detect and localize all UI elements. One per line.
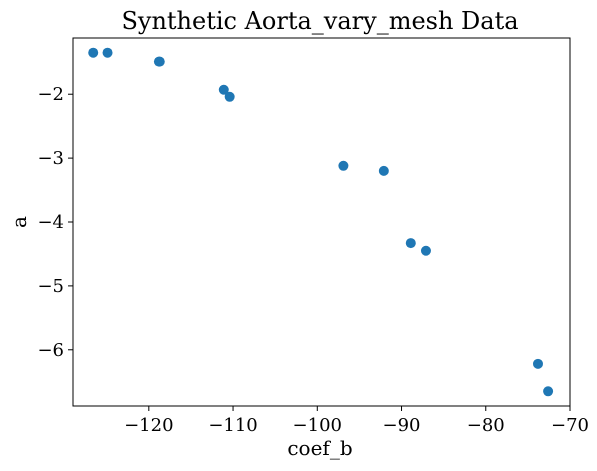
data-point xyxy=(543,386,553,396)
x-axis: −120 −110 −100 −90 −80 −70 xyxy=(124,406,589,436)
x-tick-label: −80 xyxy=(467,415,505,436)
y-tick-label: −3 xyxy=(37,148,64,169)
x-tick-label: −70 xyxy=(551,415,589,436)
y-tick-label: −2 xyxy=(37,84,64,105)
x-tick-label: −100 xyxy=(293,415,342,436)
data-point xyxy=(338,161,348,171)
x-tick-label: −120 xyxy=(124,415,173,436)
data-point xyxy=(88,48,98,58)
data-point xyxy=(379,166,389,176)
data-point xyxy=(406,238,416,248)
x-tick-label: −90 xyxy=(383,415,421,436)
data-points xyxy=(88,48,553,397)
x-axis-label: coef_b xyxy=(287,436,352,460)
data-point xyxy=(533,359,543,369)
data-point xyxy=(155,57,165,67)
data-point xyxy=(421,246,431,256)
chart-title: Synthetic Aorta_vary_mesh Data xyxy=(121,7,518,35)
y-tick-label: −4 xyxy=(37,212,64,233)
plot-frame xyxy=(73,38,570,406)
data-point xyxy=(225,92,235,102)
y-tick-label: −5 xyxy=(37,276,64,297)
data-point xyxy=(103,48,113,58)
y-axis-label: a xyxy=(7,216,31,228)
y-axis: −2 −3 −4 −5 −6 xyxy=(37,84,73,361)
y-tick-label: −6 xyxy=(37,340,64,361)
x-tick-label: −110 xyxy=(208,415,257,436)
